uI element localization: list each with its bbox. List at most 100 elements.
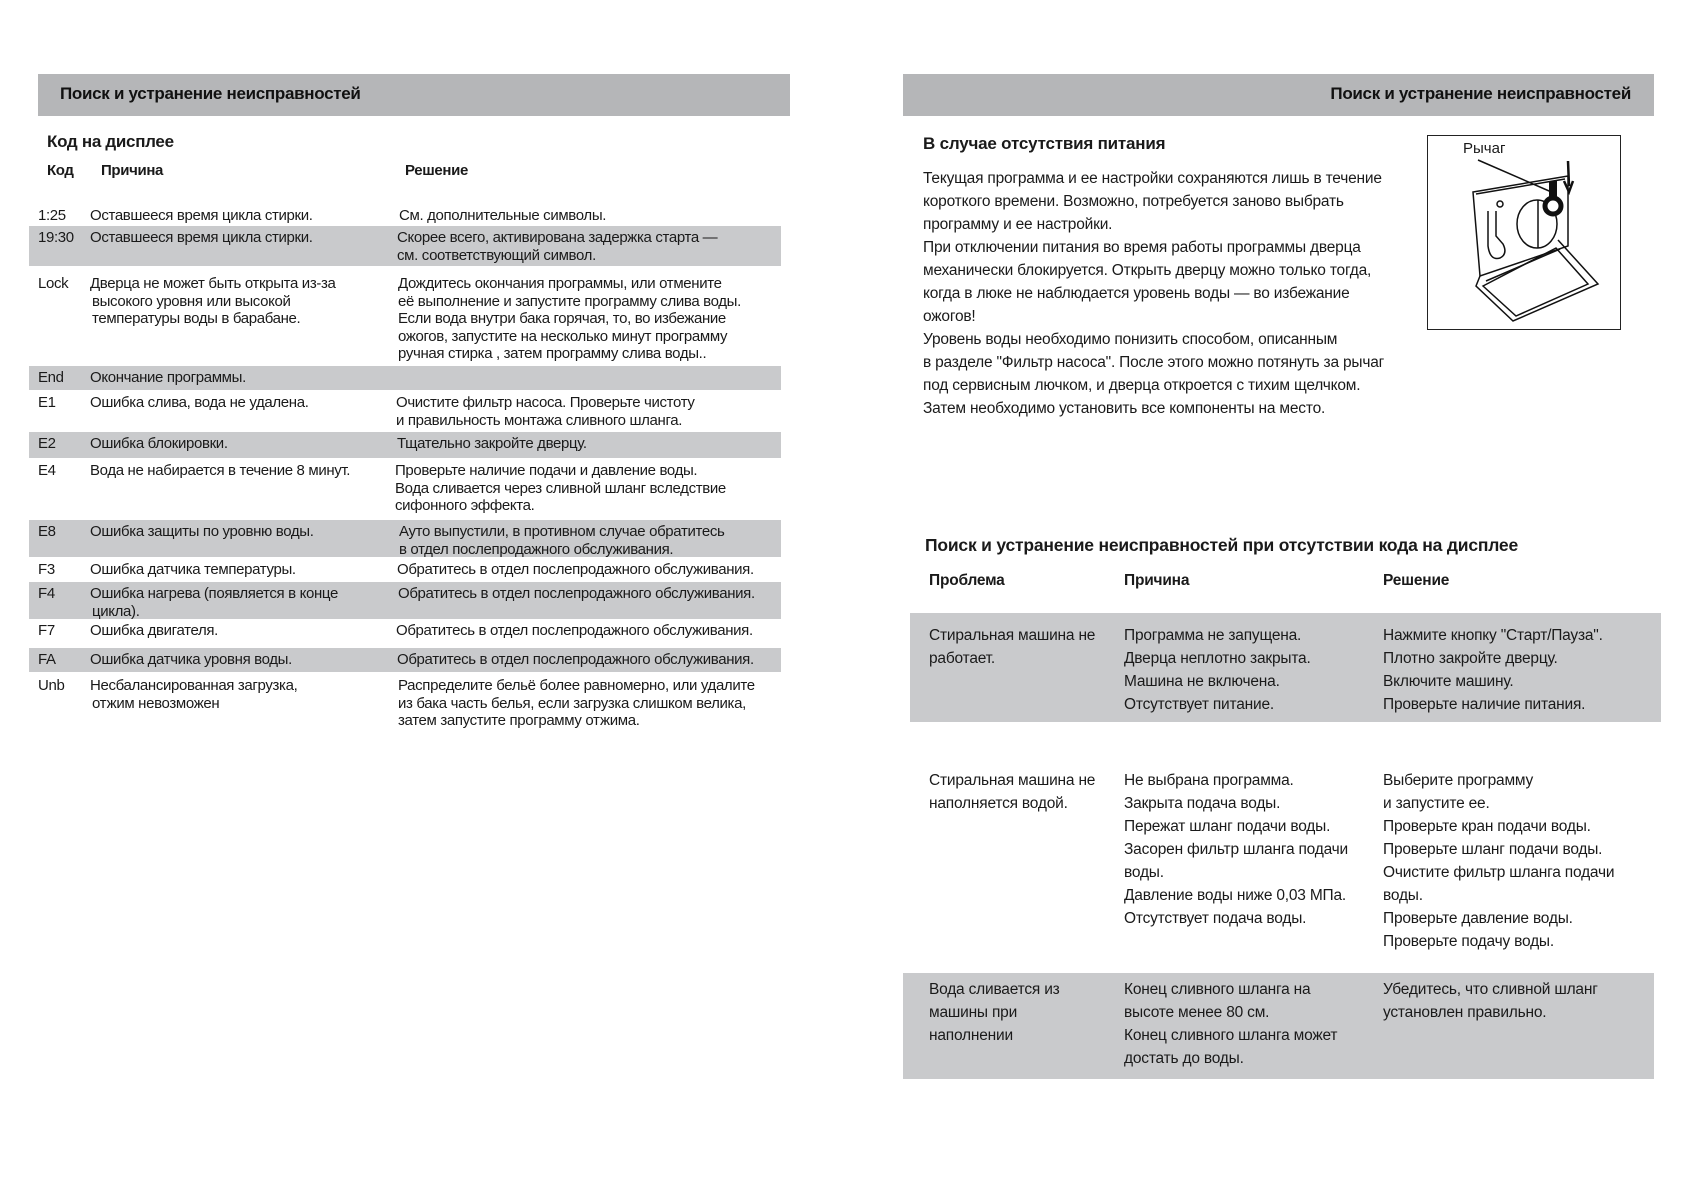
cause-line: Машина не включена.	[1124, 673, 1280, 690]
cause-line: Ошибка датчика температуры.	[90, 561, 296, 578]
right-header-bar: Поиск и устранение неисправностей	[903, 74, 1654, 116]
solution-line: сифонного эффекта.	[395, 497, 535, 514]
code-cause: Окончание программы.	[90, 369, 400, 387]
no-code-problem: Стиральная машина не наполняется водой.	[929, 769, 1095, 815]
cause-line: Оставшееся время цикла стирки.	[90, 229, 313, 246]
power-failure-title: В случае отсутствия питания	[923, 134, 1166, 153]
solution-line: Обратитесь в отдел послепродажного обслу…	[397, 651, 754, 668]
solution-line: Проверьте подачу воды.	[1383, 933, 1554, 950]
cause-line: Засорен фильтр шланга подачи	[1124, 841, 1349, 858]
solution-line: Проверьте наличие подачи и давление воды…	[395, 462, 698, 479]
code-row: Unb Несбалансированная загрузка, отжим нев…	[29, 675, 781, 735]
cause-line: Дверца неплотно закрыта.	[1124, 650, 1311, 667]
code-row: E8 Ошибка защиты по уровню воды. Ауто выпу…	[29, 520, 784, 558]
cause-line: высокого уровня или высокой	[92, 292, 291, 310]
code-cause: Несбалансированная загрузка, отжим невозм…	[90, 677, 400, 712]
service-hatch-illustration	[1472, 159, 1600, 322]
solution-line: Плотно закройте дверцу.	[1383, 650, 1558, 667]
code-value: E8	[38, 523, 56, 540]
solution-line: Очистите фильтр шланга подачи	[1383, 864, 1615, 881]
code-cause: Оставшееся время цикла стирки.	[90, 207, 400, 225]
code-solution: Проверьте наличие подачи и давление воды…	[395, 462, 780, 515]
code-value: End	[38, 369, 64, 386]
solution-line: из бака часть белья, если загрузка слишк…	[398, 694, 746, 712]
cause-line: Дверца не может быть открыта из-за	[90, 275, 336, 292]
power-text-line: когда в люке не наблюдается уровень воды…	[923, 285, 1350, 302]
code-value: E4	[38, 462, 56, 479]
solution-line: Включите машину.	[1383, 673, 1514, 690]
solution-line: Проверьте давление воды.	[1383, 910, 1573, 927]
no-code-cause: Конец сливного шланга на высоте менее 80 …	[1124, 978, 1337, 1070]
code-solution: Обратитесь в отдел послепродажного обслу…	[396, 622, 781, 640]
cause-line: Несбалансированная загрузка,	[90, 677, 298, 694]
no-code-solution: Нажмите кнопку "Старт/Пауза". Плотно закр…	[1383, 624, 1603, 716]
cause-line: Ошибка защиты по уровню воды.	[90, 523, 314, 540]
no-code-problem: Стиральная машина не работает.	[929, 624, 1095, 670]
no-code-row: Стиральная машина не наполняется водой. Не…	[903, 758, 1654, 950]
solution-line: затем запустите программу отжима.	[398, 712, 640, 729]
cause-line: Программа не запущена.	[1124, 627, 1302, 644]
solution-line: см. соответствующий символ.	[397, 246, 596, 264]
cause-line: Ошибка датчика уровня воды.	[90, 651, 292, 668]
solution-line: Обратитесь в отдел послепродажного обслу…	[398, 585, 755, 602]
code-cause: Дверца не может быть открыта из-за высоко…	[90, 275, 400, 328]
code-solution: Дождитесь окончания программы, или отмен…	[398, 275, 783, 363]
solution-line: её выполнение и запустите программу слив…	[398, 292, 741, 310]
no-code-row: Вода сливается из машины при наполнении Кон…	[903, 973, 1654, 1079]
col-header-problem: Проблема	[929, 572, 1005, 589]
cause-line: температуры воды в барабане.	[92, 310, 301, 327]
cause-line: воды.	[1124, 864, 1164, 881]
solution-line: и правильность монтажа сливного шланга.	[396, 411, 683, 429]
cause-line: Отсутствует подача воды.	[1124, 910, 1307, 927]
code-solution: Скорее всего, активирована задержка стар…	[397, 229, 782, 264]
code-row: 1:25 Оставшееся время цикла стирки. См. до…	[29, 205, 781, 227]
display-code-title: Код на дисплее	[47, 132, 174, 151]
cause-line: Конец сливного шланга может	[1124, 1027, 1338, 1044]
problem-line: наполняется водой.	[929, 795, 1068, 812]
cause-line: Давление воды ниже 0,03 МПа.	[1124, 887, 1347, 904]
power-text-line: Текущая программа и ее настройки сохраня…	[923, 170, 1382, 187]
code-cause: Ошибка защиты по уровню воды.	[90, 523, 400, 541]
no-code-cause: Не выбрана программа. Закрыта подача воды…	[1124, 769, 1348, 930]
problem-line: Вода сливается из	[929, 981, 1060, 998]
power-text-line: в разделе "Фильтр насоса". После этого м…	[923, 354, 1385, 371]
problem-line: машины при	[929, 1004, 1018, 1021]
cause-line: Ошибка блокировки.	[90, 435, 228, 452]
power-text-line: под сервисным лючком, и дверца откроется…	[923, 377, 1361, 394]
code-row: E4 Вода не набирается в течение 8 минут. П…	[29, 460, 781, 516]
no-code-solution: Убедитесь, что сливной шланг установлен п…	[1383, 978, 1598, 1024]
col-header-cause: Причина	[101, 162, 164, 179]
solution-line: ожогов, запустите на несколько минут про…	[398, 327, 728, 345]
col-header-code: Код	[47, 162, 74, 179]
lever-figure: Рычаг	[1427, 135, 1621, 330]
power-text-line: Затем необходимо установить все компонен…	[923, 400, 1326, 417]
cause-line: отжим невозможен	[92, 694, 220, 712]
solution-line: ручная стирка , затем программу слива во…	[398, 345, 707, 362]
code-solution: См. дополнительные символы.	[399, 207, 784, 225]
col-header-solution-2: Решение	[1383, 572, 1450, 589]
problem-line: наполнении	[929, 1027, 1013, 1044]
col-header-solution: Решение	[405, 162, 468, 179]
code-row: F3 Ошибка датчика температуры. Обратитесь …	[29, 559, 781, 582]
col-header-cause-2: Причина	[1124, 572, 1190, 589]
solution-line: Проверьте шланг подачи воды.	[1383, 841, 1603, 858]
cause-line: Вода не набирается в течение 8 минут.	[90, 462, 351, 479]
cause-line: Ошибка слива, вода не удалена.	[90, 394, 309, 411]
code-value: E1	[38, 394, 56, 411]
code-cause: Ошибка нагрева (появляется в конце цикла)…	[90, 585, 400, 620]
code-solution: Ауто выпустили, в противном случае обрат…	[399, 523, 784, 558]
cause-line: Ошибка нагрева (появляется в конце	[90, 585, 338, 602]
code-cause: Ошибка слива, вода не удалена.	[90, 394, 400, 412]
solution-line: Скорее всего, активирована задержка стар…	[397, 229, 718, 246]
code-row: E2 Ошибка блокировки. Тщательно закройте д…	[29, 432, 781, 458]
solution-line: Дождитесь окончания программы, или отмен…	[398, 275, 722, 292]
code-solution: Обратитесь в отдел послепродажного обслу…	[397, 561, 782, 579]
power-text-line: механически блокируется. Открыть дверцу …	[923, 262, 1372, 279]
cause-line: Отсутствует питание.	[1124, 696, 1274, 713]
solution-line: Ауто выпустили, в противном случае обрат…	[399, 523, 725, 540]
solution-line: Обратитесь в отдел послепродажного обслу…	[396, 622, 753, 639]
code-solution: Очистите фильтр насоса. Проверьте чистот…	[396, 394, 781, 429]
no-code-problem: Вода сливается из машины при наполнении	[929, 978, 1060, 1047]
solution-line: Тщательно закройте дверцу.	[397, 435, 587, 452]
code-row: 19:30 Оставшееся время цикла стирки. Скоре…	[29, 226, 781, 266]
